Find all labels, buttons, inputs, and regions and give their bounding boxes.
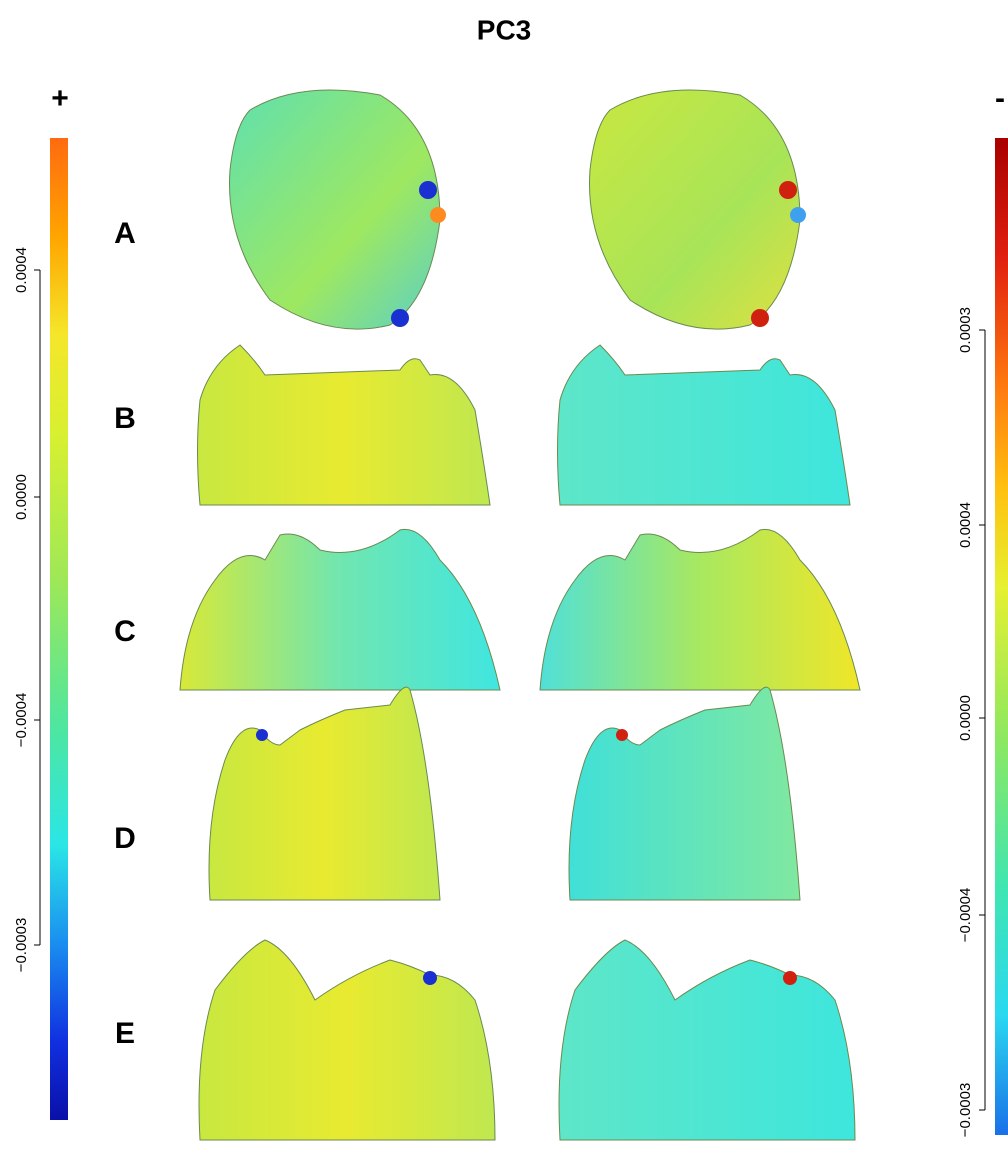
colorbar-tick: −0.0003 (13, 918, 30, 973)
colorbar (50, 138, 68, 1120)
colorbar-tick: 0.0003 (957, 307, 974, 353)
tooth-renders-positive (180, 90, 500, 1140)
colorbar-sign: - (995, 82, 1005, 115)
figure-title: PC3 (477, 14, 531, 45)
row-label: D (114, 822, 136, 855)
tooth-renders-negative (540, 90, 860, 1140)
colorbar (995, 138, 1008, 1135)
row-label: B (114, 402, 136, 435)
colorbar-tick: 0.0004 (13, 247, 30, 293)
colorbar-axis (34, 270, 40, 945)
figure: PC3 + 0.0004 0.0000 −0.0004 −0.0003 - 0.… (0, 0, 1008, 1155)
colorbar-sign: + (51, 82, 69, 115)
row-label: C (114, 615, 136, 648)
colorbar-tick: 0.0000 (13, 474, 30, 520)
colorbar-tick: −0.0004 (13, 693, 30, 748)
colorbar-tick: 0.0004 (957, 502, 974, 548)
colorbar-tick: −0.0004 (957, 888, 974, 943)
colorbar-tick: −0.0003 (957, 1083, 974, 1138)
colorbar-axis (979, 330, 985, 1110)
colorbar-tick: 0.0000 (957, 695, 974, 741)
row-label: A (114, 217, 136, 250)
row-label: E (115, 1017, 135, 1050)
